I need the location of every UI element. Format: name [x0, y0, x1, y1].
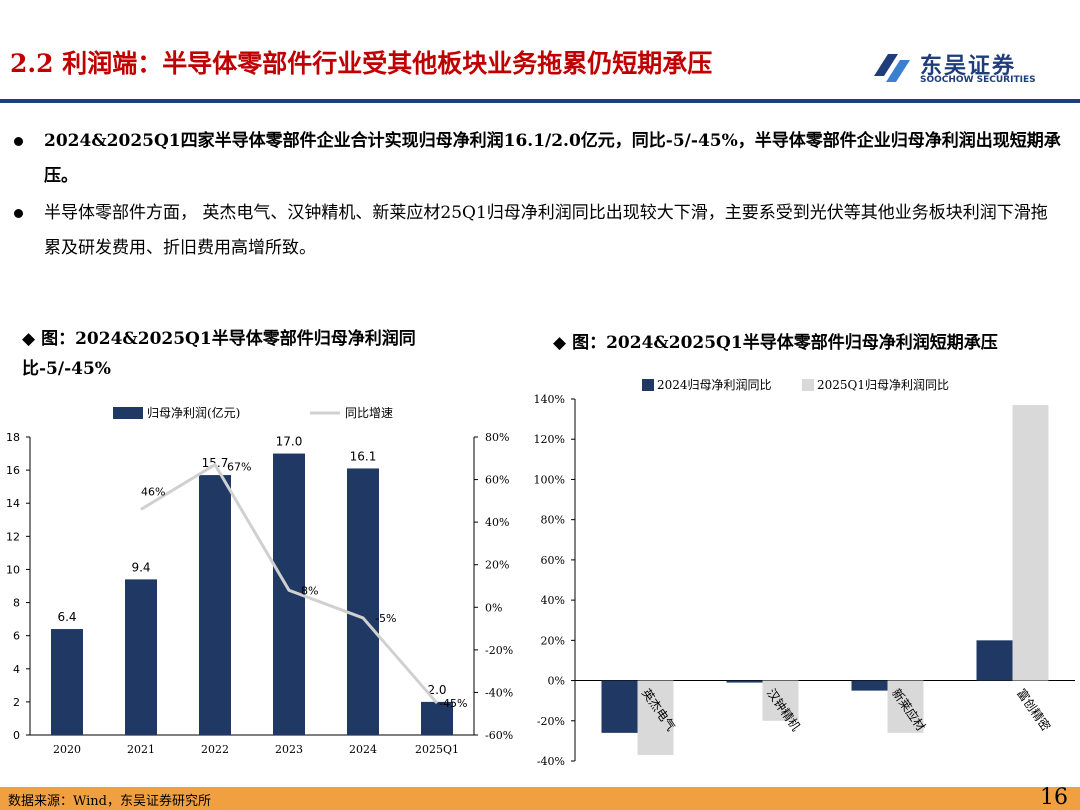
legend-label: 2025Q1归母净利润同比	[817, 378, 949, 392]
x-tick-label: 2024	[349, 743, 377, 756]
soochow-logo-icon	[874, 54, 910, 82]
bar-value-label: 16.1	[350, 449, 377, 463]
x-tick-label: 2023	[275, 743, 303, 756]
company-yoy-chart: 2024归母净利润同比 2025Q1归母净利润同比 -40% -20% 0% 20% 40%…	[534, 378, 1075, 768]
y2-tick-label: -20%	[485, 644, 513, 657]
bar	[601, 680, 638, 733]
footer-bar: 数据来源：Wind，东吴证券研究所 16	[0, 785, 1080, 810]
profit-growth-chart: 归母净利润(亿元) 同比增速 0 2 4 6 8 10 12 14 16 18 -60% -40% -20%…	[6, 405, 513, 756]
bar	[51, 629, 83, 735]
y2-tick-label: 20%	[485, 559, 509, 572]
x-tick-label: 2022	[201, 743, 229, 756]
right-chart-caption: ◆ 图：2024&2025Q1半导体零部件归母净利润短期承压	[553, 328, 1073, 358]
legend-label: 归母净利润(亿元)	[147, 405, 240, 420]
y-tick-label: 0%	[548, 675, 565, 688]
y2-tick-label: -60%	[485, 729, 513, 742]
bar	[421, 701, 453, 735]
bar	[347, 468, 379, 735]
right-chart: 2024归母净利润同比 2025Q1归母净利润同比 -40% -20% 0% 20% 40%…	[520, 370, 1080, 784]
line-value-label: 46%	[141, 485, 165, 498]
bar-value-label: 9.4	[131, 560, 150, 574]
y-tick-label: -20%	[537, 715, 565, 728]
diamond-icon: ◆	[553, 333, 567, 353]
y-tick-label: 0	[13, 729, 20, 742]
y2-tick-label: 80%	[485, 431, 509, 444]
bar	[762, 680, 799, 721]
y-tick-label: 140%	[534, 393, 565, 406]
data-source: 数据来源：Wind，东吴证券研究所	[8, 794, 211, 809]
y-tick-label: 40%	[541, 594, 565, 607]
y2-tick-label: 0%	[485, 601, 502, 614]
y2-tick-label: 60%	[485, 474, 509, 487]
bar-value-label: 6.4	[57, 610, 76, 624]
y2-tick-label: 40%	[485, 516, 509, 529]
header-divider	[0, 99, 1080, 103]
logo-text-en: SOOCHOW SECURITIES	[920, 75, 1036, 85]
bar	[851, 680, 888, 691]
bullet-list: 2024&2025Q1四家半导体零部件企业合计实现归母净利润16.1/2.0亿元…	[14, 124, 1064, 268]
bullet-text: 2024&2025Q1四家半导体零部件企业合计实现归母净利润16.1/2.0亿元…	[44, 131, 1061, 186]
chart-legend: 2024归母净利润同比 2025Q1归母净利润同比	[642, 378, 949, 392]
growth-line	[140, 462, 439, 705]
y-tick-label: -40%	[537, 755, 565, 768]
legend-swatch-bar	[113, 407, 143, 419]
bullet-dot-icon	[14, 137, 23, 146]
y-tick-label: 80%	[541, 514, 565, 527]
bar-value-label: 17.0	[276, 435, 303, 449]
y-tick-label: 20%	[541, 634, 565, 647]
y-tick-label: 120%	[534, 433, 565, 446]
left-chart-caption: ◆ 图：2024&2025Q1半导体零部件归母净利润同比-5/-45%	[22, 324, 492, 384]
y-tick-label: 100%	[534, 473, 565, 486]
page-number: 16	[1040, 785, 1068, 810]
bullet-item: 半导体零部件方面， 英杰电气、汉钟精机、新莱应材25Q1归母净利润同比出现较大下…	[14, 196, 1064, 266]
legend-label: 2024归母净利润同比	[657, 378, 772, 392]
legend-label: 同比增速	[345, 406, 393, 420]
line-value-label: 67%	[227, 461, 251, 474]
bar	[125, 579, 157, 735]
x-tick-label: 2020	[53, 743, 81, 756]
legend-swatch	[802, 379, 814, 391]
bar	[726, 680, 763, 683]
x-tick-label: 2021	[127, 743, 155, 756]
y-tick-label: 18	[6, 431, 20, 444]
bullet-text: 半导体零部件方面， 英杰电气、汉钟精机、新莱应材25Q1归母净利润同比出现较大下…	[44, 203, 1048, 258]
y-tick-label: 8	[13, 597, 20, 610]
y-tick-label: 60%	[541, 554, 565, 567]
line-value-label: 8%	[301, 584, 318, 597]
bar	[887, 680, 924, 733]
y-tick-label: 10	[6, 563, 20, 576]
chart-legend: 归母净利润(亿元) 同比增速	[113, 405, 393, 420]
page-title: 2.2 利润端：半导体零部件行业受其他板块业务拖累仍短期承压	[10, 49, 713, 78]
y-tick-label: 4	[13, 663, 20, 676]
bar-value-label: 2.0	[427, 683, 446, 697]
bar	[1012, 405, 1049, 681]
logo-text-cn: 东吴证券	[920, 54, 1017, 79]
y-tick-label: 14	[6, 497, 20, 510]
legend-swatch	[642, 379, 654, 391]
company-logo: 东吴证券 SOOCHOW SECURITIES	[868, 46, 1068, 90]
x-tick-label: 2025Q1	[415, 743, 459, 756]
bar	[199, 475, 231, 735]
line-value-label: -5%	[375, 612, 396, 625]
y-tick-label: 12	[6, 530, 20, 543]
y-tick-label: 6	[13, 630, 20, 643]
bullet-dot-icon	[14, 209, 23, 218]
line-value-label: -45%	[439, 697, 467, 710]
left-chart: 归母净利润(亿元) 同比增速 0 2 4 6 8 10 12 14 16 18 -60% -40% -20%…	[0, 395, 520, 779]
bullet-item: 2024&2025Q1四家半导体零部件企业合计实现归母净利润16.1/2.0亿元…	[14, 124, 1064, 194]
bar	[637, 680, 674, 755]
y-tick-label: 16	[6, 464, 20, 477]
y-tick-label: 2	[13, 696, 20, 709]
diamond-icon: ◆	[22, 329, 36, 349]
y2-tick-label: -40%	[485, 686, 513, 699]
x-tick-label: 富创精密	[1014, 686, 1054, 734]
bar	[976, 640, 1013, 681]
